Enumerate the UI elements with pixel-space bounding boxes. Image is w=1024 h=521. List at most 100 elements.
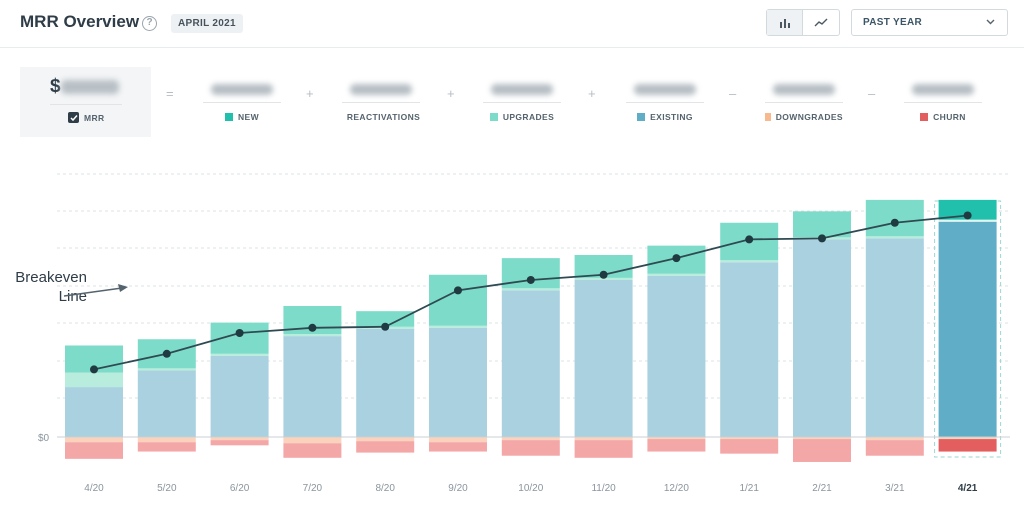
mrr-summary: $ MRR bbox=[20, 67, 151, 137]
breakeven-annotation: Breakeven Line bbox=[5, 268, 87, 306]
line-point bbox=[308, 323, 317, 332]
bar-churn bbox=[283, 443, 342, 458]
line-point bbox=[963, 211, 972, 220]
bar-existing bbox=[501, 290, 560, 437]
line-point bbox=[90, 365, 98, 374]
bar-existing bbox=[865, 238, 924, 437]
line-point bbox=[745, 235, 754, 244]
bar-existing bbox=[283, 336, 342, 437]
bar-downgrades bbox=[865, 437, 924, 441]
x-tick-label: 12/20 bbox=[664, 483, 689, 494]
bar-churn bbox=[137, 442, 196, 452]
component-label: REACTIVATIONS bbox=[346, 112, 421, 122]
x-tick-label: 9/20 bbox=[448, 483, 468, 494]
bar-downgrades bbox=[501, 437, 560, 441]
x-tick-label: 11/20 bbox=[591, 483, 616, 494]
date-range-select[interactable]: PAST YEAR bbox=[851, 9, 1008, 36]
component-label: DOWNGRADES bbox=[775, 112, 843, 122]
bar-upgrades bbox=[574, 277, 633, 280]
x-tick-label: 4/21 bbox=[958, 483, 978, 494]
x-tick-label: 3/21 bbox=[885, 483, 905, 494]
bar-existing bbox=[65, 387, 123, 437]
help-icon[interactable]: ? bbox=[142, 16, 157, 31]
bar-churn bbox=[574, 440, 633, 458]
line-point bbox=[454, 286, 462, 295]
line-chart-icon bbox=[814, 18, 828, 26]
checkbox-checked-icon[interactable] bbox=[68, 112, 79, 123]
operator: – bbox=[729, 86, 737, 101]
bar-existing bbox=[210, 355, 269, 437]
annotation-line-2: Line bbox=[58, 288, 87, 305]
bar-downgrades bbox=[210, 437, 269, 441]
bar-downgrades bbox=[137, 437, 196, 443]
redacted-value bbox=[634, 84, 696, 95]
bar-upgrades bbox=[647, 273, 706, 276]
bar-downgrades bbox=[647, 437, 706, 440]
mrr-toggle[interactable]: MRR bbox=[68, 112, 105, 123]
x-tick-label: 7/20 bbox=[303, 483, 323, 494]
bar-churn bbox=[647, 439, 706, 452]
bar-churn bbox=[865, 440, 924, 456]
bar-existing bbox=[137, 370, 196, 437]
x-tick-label: 4/20 bbox=[84, 483, 104, 494]
component-label: EXISTING bbox=[650, 112, 693, 122]
line-view-button[interactable] bbox=[803, 10, 839, 35]
component-downgrades[interactable]: DOWNGRADES bbox=[765, 80, 843, 126]
bar-existing bbox=[938, 221, 997, 437]
bar-new bbox=[938, 199, 997, 220]
bar-existing bbox=[647, 275, 706, 437]
component-label: NEW bbox=[237, 112, 260, 122]
operator: + bbox=[447, 86, 455, 101]
bar-churn bbox=[429, 442, 487, 452]
bar-upgrades bbox=[865, 236, 924, 239]
bar-downgrades bbox=[938, 437, 997, 440]
bar-downgrades bbox=[429, 437, 487, 443]
bar-downgrades bbox=[574, 437, 633, 441]
bar-existing bbox=[429, 327, 487, 437]
x-tick-label: 1/21 bbox=[739, 483, 759, 494]
operator: + bbox=[588, 86, 596, 101]
operator: + bbox=[306, 86, 314, 101]
bar-churn bbox=[720, 439, 779, 454]
legend-swatch bbox=[224, 113, 233, 121]
component-new[interactable]: NEW bbox=[203, 80, 281, 126]
bar-view-button[interactable] bbox=[767, 10, 804, 35]
month-badge: APRIL 2021 bbox=[171, 14, 243, 33]
page-title: MRR Overview bbox=[20, 12, 140, 31]
x-tick-label: 10/20 bbox=[518, 483, 543, 494]
redacted-value bbox=[350, 84, 412, 95]
bar-existing bbox=[793, 239, 851, 437]
line-point bbox=[381, 322, 390, 331]
redacted-value bbox=[773, 84, 835, 95]
line-point bbox=[599, 270, 608, 279]
legend-swatch bbox=[489, 113, 498, 121]
x-tick-label: 2/21 bbox=[812, 483, 832, 494]
date-range-value: PAST YEAR bbox=[863, 17, 923, 28]
bar-upgrades bbox=[501, 288, 560, 291]
view-toggle bbox=[766, 9, 840, 36]
x-tick-label: 6/20 bbox=[230, 483, 250, 494]
bar-churn bbox=[501, 440, 560, 456]
bar-new bbox=[793, 211, 851, 238]
component-churn[interactable]: CHURN bbox=[904, 80, 982, 126]
component-reactivations[interactable]: REACTIVATIONS bbox=[342, 80, 420, 126]
mrr-label: MRR bbox=[84, 112, 105, 123]
legend-swatch bbox=[637, 113, 646, 121]
chevron-down-icon bbox=[986, 19, 995, 25]
mrr-currency: $ bbox=[50, 76, 61, 97]
annotation-line-1: Breakeven bbox=[15, 269, 87, 286]
component-existing[interactable]: EXISTING bbox=[626, 80, 704, 126]
bar-churn bbox=[210, 440, 269, 446]
bar-upgrades bbox=[283, 334, 342, 337]
bar-churn bbox=[356, 441, 415, 453]
x-tick-label: 5/20 bbox=[157, 483, 177, 494]
line-point bbox=[235, 329, 244, 337]
page-header: MRR Overview ? APRIL 2021 PAST YEAR bbox=[0, 0, 1024, 48]
component-label: CHURN bbox=[933, 112, 966, 122]
legend-swatch bbox=[765, 113, 771, 121]
bar-existing bbox=[356, 328, 415, 437]
line-point bbox=[162, 349, 171, 358]
component-upgrades[interactable]: UPGRADES bbox=[483, 80, 561, 126]
annotation-arrow-icon bbox=[63, 284, 128, 297]
bar-churn bbox=[65, 442, 123, 459]
